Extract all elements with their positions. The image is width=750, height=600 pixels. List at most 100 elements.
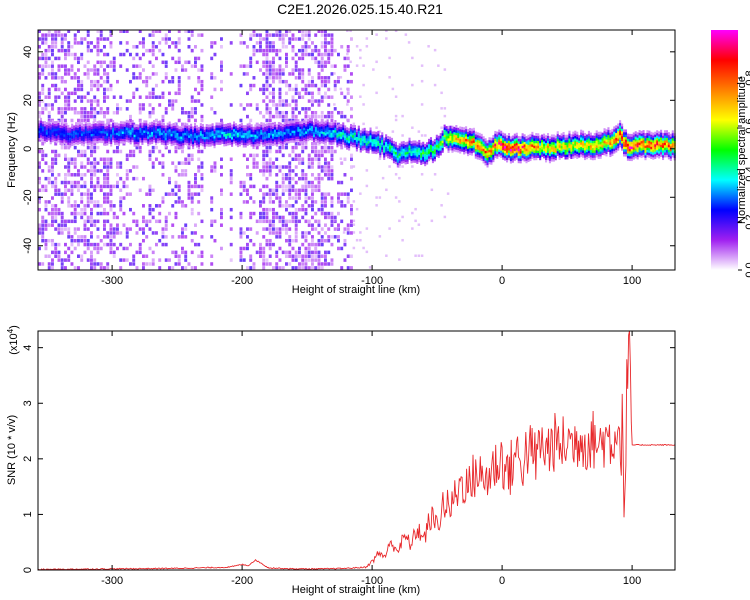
spectrogram-cell — [278, 114, 282, 119]
spectrogram-cell — [279, 140, 282, 144]
spectrogram-cell — [197, 149, 201, 154]
spectrogram-cell — [93, 262, 97, 266]
spectrogram-cell — [317, 153, 321, 158]
spectrogram-cell — [54, 227, 58, 231]
spectrogram-cell — [535, 150, 538, 153]
spectrogram-cell — [90, 114, 93, 119]
spectrogram-cell — [539, 140, 542, 144]
spectrogram-cell — [106, 79, 110, 84]
spectrogram-cell — [500, 133, 503, 137]
spectrogram-cell — [129, 262, 132, 266]
spectrogram-cell — [190, 110, 194, 115]
spectrogram-cell — [158, 120, 161, 124]
spectrogram-cell — [314, 266, 318, 270]
spectrogram-cell — [496, 151, 499, 154]
spectrogram-cell — [478, 140, 481, 144]
spectrogram-cell — [337, 246, 340, 251]
spectrogram-cell — [47, 87, 51, 92]
spectrogram-cell — [77, 122, 80, 126]
spectrogram-cell — [181, 110, 184, 115]
spectrogram-cell — [401, 165, 404, 168]
spectrogram-cell — [73, 127, 76, 131]
spectrogram-cell — [307, 79, 311, 84]
spectrogram-cell — [155, 219, 158, 224]
spectrogram-cell — [70, 250, 74, 255]
spectrogram-cell — [161, 173, 165, 177]
spectrogram-cell — [201, 133, 204, 137]
spectrogram-cell — [262, 134, 265, 138]
spectrogram-cell — [304, 45, 308, 49]
spectrogram-cell — [54, 250, 58, 255]
spectrogram-cell — [155, 125, 158, 129]
spectrogram-cell — [103, 266, 106, 270]
spectrogram-cells — [38, 29, 676, 270]
spectrogram-cell — [281, 192, 285, 196]
spectrogram-cell — [348, 128, 351, 132]
spectrogram-cell — [330, 64, 334, 68]
spectrogram-cell — [78, 138, 82, 142]
spectrogram-cell — [64, 107, 67, 111]
spectrogram-cell — [293, 139, 296, 143]
spectrogram-cell — [149, 136, 152, 140]
spectrogram-cell — [327, 161, 331, 165]
spectrogram-cell — [378, 157, 382, 161]
spectrogram-cell — [207, 143, 210, 147]
spectrogram-cell — [303, 132, 306, 136]
spectrogram-cell — [77, 60, 80, 65]
spectrogram-cell — [176, 132, 179, 136]
spectrogram-cell — [353, 129, 356, 133]
spectrogram-cell — [145, 223, 149, 227]
spectrogram-cell — [203, 134, 206, 137]
spectrogram-cell — [424, 155, 427, 159]
spectrogram-cell — [88, 137, 91, 141]
spectrogram-cell — [121, 133, 124, 137]
spectrogram-cell — [194, 140, 197, 143]
spectrogram-cell — [80, 235, 84, 239]
spectrogram-cell — [375, 139, 378, 142]
spectrogram-cell — [317, 48, 321, 53]
spectrogram-cell — [398, 200, 401, 203]
spectrogram-cell — [200, 103, 204, 107]
spectrogram-cell — [525, 160, 528, 164]
spectrogram-cell — [301, 258, 305, 262]
spectrogram-cell — [355, 136, 358, 140]
spectrogram-cell — [275, 52, 279, 57]
spectrogram-cell — [54, 254, 58, 258]
spectrogram-cell — [180, 131, 183, 135]
spectrogram-cell — [359, 95, 362, 98]
spectrogram-cell — [558, 154, 561, 158]
spectrogram-cell — [192, 141, 195, 145]
spectrogram-cell — [227, 130, 230, 134]
spectrogram-cell — [129, 169, 132, 173]
spectrogram-cell — [131, 132, 134, 135]
spectrogram-cell — [305, 130, 308, 134]
spectrogram-cell — [147, 138, 150, 142]
spectrogram-cell — [272, 188, 275, 193]
spectrogram-cell — [96, 204, 100, 208]
spectrogram-cell — [135, 133, 138, 137]
spectrogram-cell — [77, 184, 80, 189]
spectrogram-cell — [494, 155, 497, 159]
spectrogram-cell — [285, 79, 288, 84]
spectrogram-cell — [96, 180, 100, 185]
spectrogram-cell — [93, 266, 97, 270]
spectrogram-cell — [333, 107, 337, 111]
spectrogram-cell — [135, 223, 139, 227]
spectrogram-cell — [304, 184, 308, 189]
spectrogram-cell — [521, 152, 524, 156]
spectrogram-cell — [418, 152, 421, 155]
spectrogram-cell — [132, 258, 136, 262]
spectrogram-cell — [242, 200, 246, 204]
spectrogram-cell — [164, 64, 168, 68]
spectrogram-cell — [545, 147, 548, 151]
spectrogram-cell — [320, 153, 324, 158]
spectrogram-cell — [258, 123, 261, 127]
spectrogram-cell — [304, 196, 308, 200]
spectrogram-cell — [504, 155, 507, 159]
spectrogram-cell — [408, 149, 411, 153]
spectrogram-cell — [281, 227, 285, 231]
spectrogram-cell — [498, 148, 501, 152]
spectrogram-cell — [476, 139, 479, 143]
spectrogram-cell — [320, 165, 324, 169]
spectrogram-cell — [77, 83, 80, 88]
